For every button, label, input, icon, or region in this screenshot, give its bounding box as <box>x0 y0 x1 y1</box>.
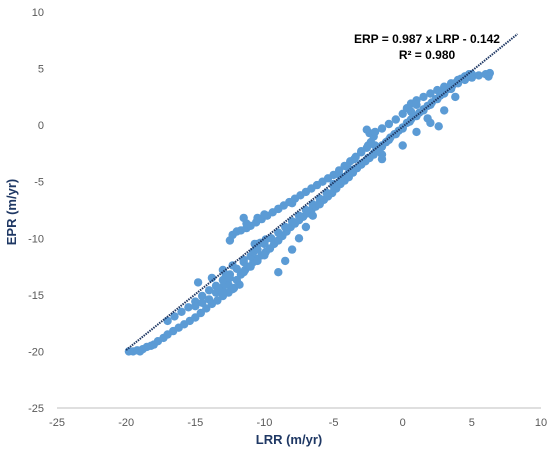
data-point <box>434 122 443 131</box>
data-point <box>301 205 311 215</box>
x-axis-title: LRR (m/yr) <box>256 432 322 447</box>
data-point <box>343 170 352 180</box>
data-point <box>281 256 290 266</box>
data-point <box>357 147 366 156</box>
data-point <box>384 135 394 145</box>
data-point <box>433 85 442 95</box>
y-axis-title: EPR (m/yr) <box>4 179 19 245</box>
data-point <box>308 200 317 209</box>
data-point <box>412 127 421 137</box>
x-tick-label: -25 <box>49 417 65 429</box>
trendline <box>125 33 519 351</box>
x-axis-ticks: -25 -20 -15 -10 -5 0 5 10 <box>49 417 547 429</box>
data-point <box>218 288 228 297</box>
data-point <box>350 154 359 164</box>
data-point <box>170 312 179 321</box>
y-axis-ticks: -25 -20 -15 -10 -5 0 5 10 <box>28 7 44 415</box>
data-point <box>474 71 483 80</box>
data-point <box>228 285 237 294</box>
data-point <box>287 245 297 254</box>
data-point <box>377 124 387 133</box>
x-tick-label: 5 <box>469 417 475 429</box>
data-point <box>398 124 407 133</box>
x-tick-label: -20 <box>118 417 134 429</box>
data-point <box>204 295 214 304</box>
x-tick-label: 0 <box>400 417 406 429</box>
data-point <box>467 70 477 79</box>
data-point <box>391 130 400 139</box>
data-point <box>412 100 421 110</box>
y-tick-label: 10 <box>32 7 44 19</box>
data-point <box>225 273 235 283</box>
data-point <box>242 219 251 228</box>
data-point <box>377 154 387 164</box>
data-point <box>440 82 449 91</box>
x-tick-label: -10 <box>256 417 272 429</box>
data-point <box>204 286 214 295</box>
data-point <box>484 72 493 81</box>
y-tick-label: -15 <box>28 290 44 302</box>
x-tick-label: -5 <box>329 417 339 429</box>
r-squared-label: R² = 0.980 <box>399 48 456 62</box>
y-tick-label: 0 <box>38 120 44 132</box>
data-point <box>294 211 304 220</box>
x-tick-label: 10 <box>535 417 547 429</box>
data-point <box>239 268 248 277</box>
data-point <box>294 234 304 243</box>
data-point <box>287 217 297 226</box>
data-point <box>391 115 400 124</box>
data-point <box>406 107 416 116</box>
data-point <box>363 141 373 150</box>
data-point <box>261 235 270 244</box>
equation-label: ERP = 0.987 x LRP - 0.142 <box>354 32 500 46</box>
data-point <box>184 303 193 312</box>
data-point <box>423 114 432 123</box>
data-point <box>196 308 205 318</box>
data-point <box>193 278 203 287</box>
data-point <box>370 127 380 137</box>
data-point <box>253 256 262 266</box>
data-point <box>198 291 207 301</box>
y-tick-label: -5 <box>34 177 44 189</box>
data-point <box>308 211 317 220</box>
data-point <box>322 188 331 198</box>
y-tick-label: -10 <box>28 233 44 245</box>
y-tick-label: 5 <box>38 64 44 76</box>
data-point <box>281 222 290 232</box>
data-point <box>191 302 200 311</box>
data-point <box>440 106 449 115</box>
x-tick-label: -15 <box>187 417 203 429</box>
data-point <box>177 307 186 316</box>
data-point <box>301 222 311 232</box>
y-tick-label: -20 <box>28 346 44 358</box>
data-point <box>451 92 460 102</box>
data-point <box>419 92 428 102</box>
data-point <box>274 268 283 277</box>
data-point <box>274 228 283 237</box>
data-point <box>260 251 269 260</box>
data-point <box>287 199 297 208</box>
y-tick-label: -25 <box>28 403 44 415</box>
data-point <box>384 119 394 129</box>
data-point <box>343 162 352 172</box>
data-point <box>274 204 283 214</box>
data-point <box>253 213 262 223</box>
data-point <box>426 89 435 98</box>
data-point <box>315 200 324 209</box>
data-point <box>198 298 207 307</box>
data-point <box>207 273 217 283</box>
data-point <box>246 262 255 271</box>
data-point <box>453 75 463 85</box>
data-point <box>362 125 371 134</box>
data-point <box>260 210 269 219</box>
data-point <box>357 159 366 168</box>
data-point <box>398 141 407 150</box>
